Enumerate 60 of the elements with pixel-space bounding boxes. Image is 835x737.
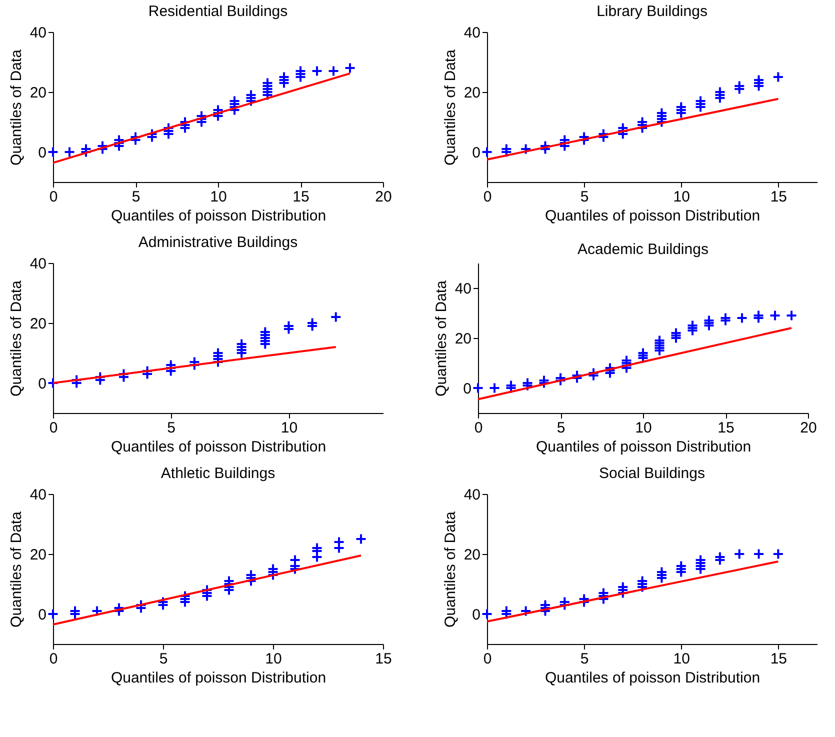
x-axis-title: Quantiles of poisson Distribution <box>544 670 760 686</box>
x-tick-label: 5 <box>580 650 589 668</box>
y-tick-label: 20 <box>464 546 480 564</box>
y-tick-label: 20 <box>454 330 472 348</box>
x-tick-label: 0 <box>483 188 492 206</box>
x-tick-label: 5 <box>159 650 168 668</box>
chart-title: Library Buildings <box>596 3 708 20</box>
y-tick-label: 40 <box>464 486 480 504</box>
y-axis-title: Quantiles of Data <box>432 280 450 396</box>
x-tick-label: 5 <box>167 420 176 436</box>
x-tick-label: 0 <box>49 188 58 206</box>
y-tick-label: 40 <box>454 280 472 298</box>
y-tick-label: 0 <box>472 144 480 162</box>
y-tick-label: 40 <box>30 486 46 504</box>
x-tick-label: 10 <box>210 188 227 206</box>
x-tick-label: 10 <box>265 650 282 668</box>
x-tick-label: 20 <box>800 420 817 436</box>
y-tick-label: 20 <box>30 84 46 102</box>
x-tick-label: 20 <box>375 188 392 206</box>
y-tick-label: 20 <box>464 84 480 102</box>
y-tick-label: 0 <box>38 376 46 392</box>
x-tick-label: 10 <box>280 420 298 436</box>
x-tick-label: 10 <box>673 650 690 668</box>
y-tick-label: 40 <box>30 256 46 272</box>
y-tick-label: 0 <box>463 380 472 398</box>
chart-title: Administrative Buildings <box>138 234 298 251</box>
x-tick-label: 15 <box>292 188 310 206</box>
y-tick-label: 20 <box>30 546 46 564</box>
y-axis-title: Quantiles of Data <box>8 510 25 628</box>
y-axis-title: Quantiles of Data <box>442 510 459 628</box>
y-tick-label: 20 <box>30 316 46 332</box>
x-tick-label: 15 <box>375 650 392 668</box>
x-tick-label: 10 <box>673 188 690 206</box>
x-tick-label: 15 <box>770 650 788 668</box>
y-axis-title: Quantiles of Data <box>8 48 25 166</box>
x-tick-label: 5 <box>132 188 140 206</box>
x-tick-label: 15 <box>718 420 734 436</box>
y-tick-label: 0 <box>38 144 46 162</box>
y-tick-label: 40 <box>30 24 46 42</box>
y-tick-label: 40 <box>464 24 480 42</box>
x-tick-label: 0 <box>483 650 492 668</box>
x-axis-title: Quantiles of poisson Distribution <box>110 208 326 224</box>
x-tick-label: 10 <box>635 420 652 436</box>
y-axis-title: Quantiles of Data <box>8 280 25 396</box>
x-axis-title: Quantiles of poisson Distribution <box>110 670 326 686</box>
y-tick-label: 0 <box>38 606 46 624</box>
x-tick-label: 5 <box>580 188 589 206</box>
y-axis-title: Quantiles of Data <box>442 48 459 166</box>
x-tick-label: 5 <box>556 420 566 436</box>
x-axis-title: Quantiles of poisson Distribution <box>536 438 752 456</box>
chart-title: Athletic Buildings <box>160 465 276 482</box>
x-axis-title: Quantiles of poisson Distribution <box>110 438 326 456</box>
x-tick-label: 15 <box>770 188 788 206</box>
y-tick-label: 0 <box>472 606 480 624</box>
x-tick-label: 0 <box>49 650 58 668</box>
chart-title: Residential Buildings <box>148 3 288 20</box>
x-axis-title: Quantiles of poisson Distribution <box>544 208 760 224</box>
chart-title: Social Buildings <box>599 465 705 482</box>
x-tick-label: 0 <box>49 420 58 436</box>
chart-title: Academic Buildings <box>578 241 708 258</box>
